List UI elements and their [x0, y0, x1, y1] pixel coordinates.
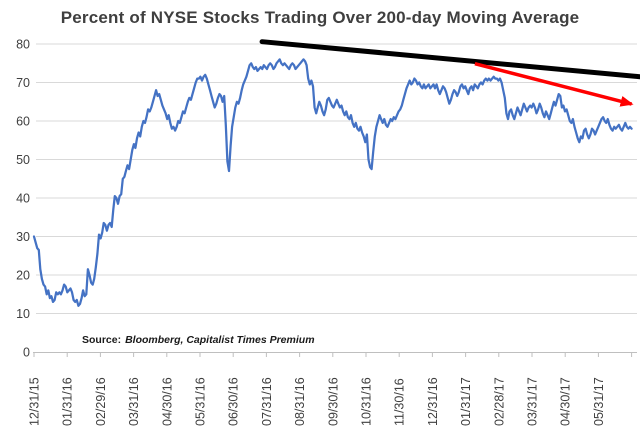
x-tick-label: 04/30/16	[160, 377, 174, 426]
y-tick-label: 30	[16, 230, 30, 244]
gridlines	[36, 43, 637, 314]
x-tick-label: 04/30/17	[559, 377, 573, 426]
x-tick-label: 01/31/17	[459, 377, 473, 426]
x-tick-label: 11/30/16	[393, 378, 407, 426]
black-trendline	[259, 39, 640, 80]
x-tick-label: 03/31/16	[127, 377, 141, 426]
y-tick-label: 70	[16, 76, 30, 90]
x-axis-labels: 12/31/15 01/31/16 02/29/16 03/31/16 04/30/16…	[28, 377, 606, 426]
x-tick-label: 01/31/16	[61, 377, 75, 426]
source-label: Source:	[82, 334, 122, 346]
chart-title: Percent of NYSE Stocks Trading Over 200-…	[60, 8, 580, 27]
data-series-line	[32, 58, 633, 307]
x-tick-label: 05/31/16	[194, 377, 208, 426]
x-tick-label: 12/31/15	[28, 377, 42, 426]
x-tick-label: 03/31/17	[526, 377, 540, 426]
y-tick-label: 10	[16, 307, 30, 321]
y-tick-label: 80	[16, 38, 30, 52]
x-tick-label: 05/31/17	[592, 377, 606, 426]
x-axis	[33, 352, 637, 357]
y-tick-label: 40	[16, 192, 30, 206]
source-note: Source: Bloomberg, Capitalist Times Premi…	[82, 334, 315, 346]
x-tick-label: 09/30/16	[326, 377, 340, 426]
x-tick-label: 06/30/16	[227, 377, 241, 426]
y-tick-label: 60	[16, 115, 30, 129]
x-tick-label: 10/31/16	[360, 377, 374, 426]
y-tick-label: 0	[23, 346, 30, 360]
y-axis-labels: 0 10 20 30 40 50 60 70 80	[16, 38, 30, 360]
source-text: Bloomberg, Capitalist Times Premium	[125, 334, 315, 346]
x-tick-label: 07/31/16	[260, 377, 274, 426]
x-tick-label: 02/28/17	[492, 377, 506, 426]
x-tick-label: 02/29/16	[94, 377, 108, 426]
y-tick-label: 50	[16, 153, 30, 167]
y-tick-label: 20	[16, 269, 30, 283]
x-tick-label: 12/31/16	[426, 377, 440, 426]
red-arrow-annotation	[474, 61, 634, 107]
x-tick-label: 08/31/16	[293, 377, 307, 426]
